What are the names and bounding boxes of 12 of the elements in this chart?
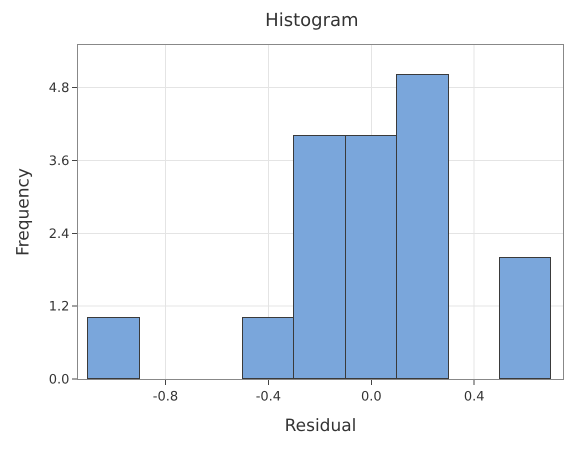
x-tick-label: 0.0 <box>360 390 382 405</box>
y-tick-label: 3.6 <box>48 154 70 169</box>
y-tick-label: 1.2 <box>48 300 70 315</box>
x-tick-label: -0.8 <box>152 390 178 405</box>
y-axis-title: Frequency <box>13 168 34 256</box>
x-tick-label: 0.4 <box>464 390 485 405</box>
chart-title: Histogram <box>265 10 359 32</box>
y-tick-label: 0.0 <box>48 372 70 388</box>
y-tick-label: 4.8 <box>48 81 70 96</box>
x-tick-label: -0.4 <box>256 390 282 405</box>
x-axis-title: Residual <box>284 416 356 436</box>
y-tick-label: 2.4 <box>48 226 70 242</box>
